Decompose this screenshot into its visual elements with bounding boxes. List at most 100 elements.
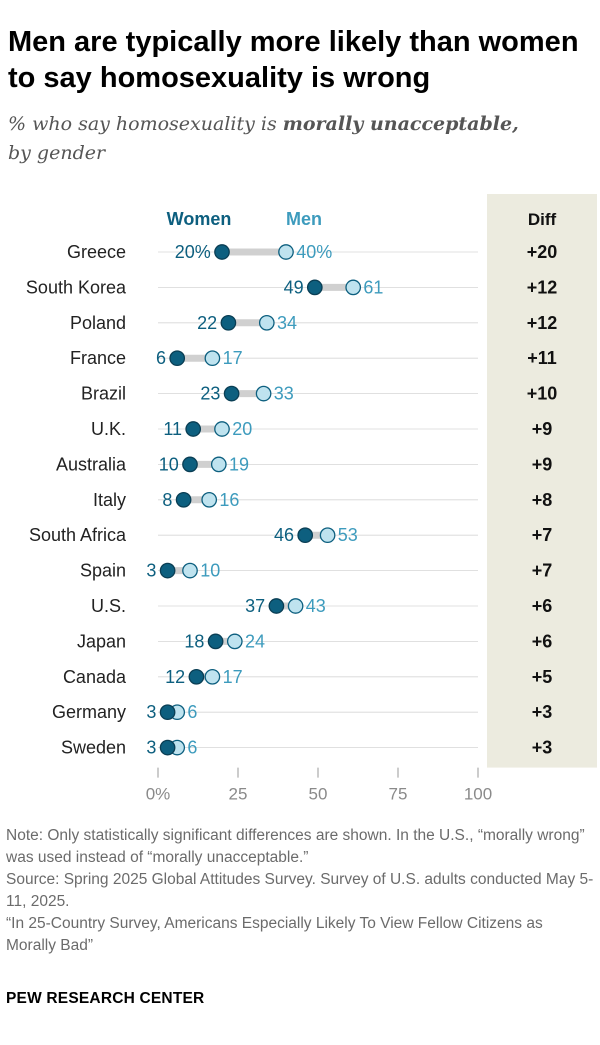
men-value-label: 20 (232, 419, 252, 439)
men-value-label: 17 (223, 667, 243, 687)
diff-value: +12 (527, 277, 558, 297)
country-label: U.K. (91, 419, 126, 439)
women-value-label: 8 (162, 490, 172, 510)
women-value-label: 10 (159, 454, 179, 474)
women-dot (214, 244, 230, 260)
men-dot (201, 491, 218, 508)
men-value-label: 6 (187, 738, 197, 758)
chart-row-italy: Italy 8 16 +8 (93, 490, 552, 510)
men-dot (258, 314, 275, 331)
chart-row-south-africa: South Africa 46 53 +7 (29, 525, 552, 545)
diff-value: +7 (532, 561, 553, 581)
women-value-label: 23 (200, 384, 220, 404)
dot-plot-chart: Women Men Diff 0% 25 50 75 100 Greece 20% 40% +20 So… (26, 194, 597, 804)
diff-value: +5 (532, 667, 553, 687)
women-dot (188, 668, 205, 685)
country-label: Canada (63, 667, 127, 687)
women-value-label: 49 (284, 277, 304, 297)
women-dot (175, 491, 192, 508)
country-label: Japan (77, 631, 126, 651)
subtitle-emphasis: morally unacceptable, (282, 113, 519, 135)
diff-value: +12 (527, 313, 558, 333)
chart-row-u-s-: U.S. 37 43 +6 (91, 596, 552, 616)
women-value-label: 18 (184, 631, 204, 651)
diff-header: Diff (528, 210, 557, 229)
women-value-label: 11 (163, 419, 182, 439)
country-label: Poland (70, 313, 126, 333)
chart-row-poland: Poland 22 34 +12 (70, 313, 557, 333)
country-label: Spain (80, 561, 126, 581)
subtitle-suffix: by gender (8, 142, 106, 164)
diff-column-background (487, 194, 597, 768)
subtitle-prefix: % who say homosexuality is (8, 113, 283, 135)
country-label: Brazil (81, 384, 126, 404)
women-value-label: 37 (245, 596, 265, 616)
men-value-label: 34 (277, 313, 297, 333)
men-value-label: 10 (200, 561, 220, 581)
diff-value: +10 (527, 384, 558, 404)
x-tick-label: 25 (229, 785, 248, 804)
men-dot (204, 350, 221, 367)
country-label: Sweden (61, 738, 126, 758)
men-value-label: 19 (229, 454, 249, 474)
country-label: Australia (56, 454, 127, 474)
women-dot (159, 562, 176, 579)
x-tick-label: 0% (146, 785, 171, 804)
legend-women: Women (167, 209, 232, 229)
chart-row-france: France 6 17 +11 (70, 348, 557, 368)
women-value-label: 3 (146, 702, 156, 722)
men-dot (287, 598, 304, 614)
country-label: Greece (67, 242, 126, 262)
chart-row-canada: Canada 12 17 +5 (63, 667, 552, 687)
men-value-label: 33 (274, 384, 294, 404)
men-value-label: 61 (363, 277, 383, 297)
men-dot (255, 385, 272, 402)
chart-row-sweden: Sweden 3 6 +3 (61, 738, 552, 758)
men-value-label: 40% (296, 242, 332, 262)
women-dot (223, 385, 240, 402)
chart-subtitle: % who say homosexuality is morally unacc… (8, 110, 593, 168)
women-value-label: 6 (156, 348, 166, 368)
women-dot (297, 527, 314, 544)
men-dot (319, 527, 336, 544)
women-value-label: 12 (165, 667, 185, 687)
women-dot (185, 421, 202, 437)
men-dot (210, 456, 227, 473)
women-value-label: 3 (146, 561, 156, 581)
diff-value: +11 (527, 348, 557, 368)
women-dot (306, 279, 323, 296)
country-label: Italy (93, 490, 126, 510)
diff-value: +3 (532, 702, 553, 722)
women-dot (169, 350, 186, 367)
men-dot (204, 668, 221, 685)
women-value-label: 46 (274, 525, 294, 545)
country-label: South Africa (29, 525, 127, 545)
women-value-label: 3 (146, 738, 156, 758)
women-value-label: 20% (175, 242, 211, 262)
women-dot (182, 456, 198, 473)
women-dot (268, 598, 285, 614)
women-dot (159, 739, 176, 756)
chart-row-brazil: Brazil 23 33 +10 (81, 384, 557, 404)
diff-value: +9 (532, 419, 553, 439)
x-tick-label: 100 (464, 785, 492, 804)
men-dot (226, 633, 243, 650)
diff-value: +8 (532, 490, 553, 510)
women-value-label: 22 (197, 313, 217, 333)
men-value-label: 16 (219, 490, 239, 510)
chart-row-germany: Germany 3 6 +3 (52, 702, 552, 722)
chart-row-spain: Spain 3 10 +7 (80, 561, 552, 581)
chart-row-japan: Japan 18 24 +6 (77, 631, 552, 651)
men-dot (182, 562, 198, 579)
diff-value: +7 (532, 525, 553, 545)
chart-title: Men are typically more likely than women… (8, 26, 579, 94)
diff-value: +6 (532, 596, 553, 616)
x-tick-label: 50 (309, 785, 328, 804)
country-label: South Korea (26, 277, 127, 297)
diff-value: +9 (532, 454, 553, 474)
legend-men: Men (286, 209, 322, 229)
x-tick-label: 75 (389, 785, 408, 804)
chart-row-u-k-: U.K. 11 20 +9 (91, 419, 552, 439)
men-value-label: 6 (187, 702, 197, 722)
source-text: Source: Spring 2025 Global Attitudes Sur… (6, 871, 594, 910)
